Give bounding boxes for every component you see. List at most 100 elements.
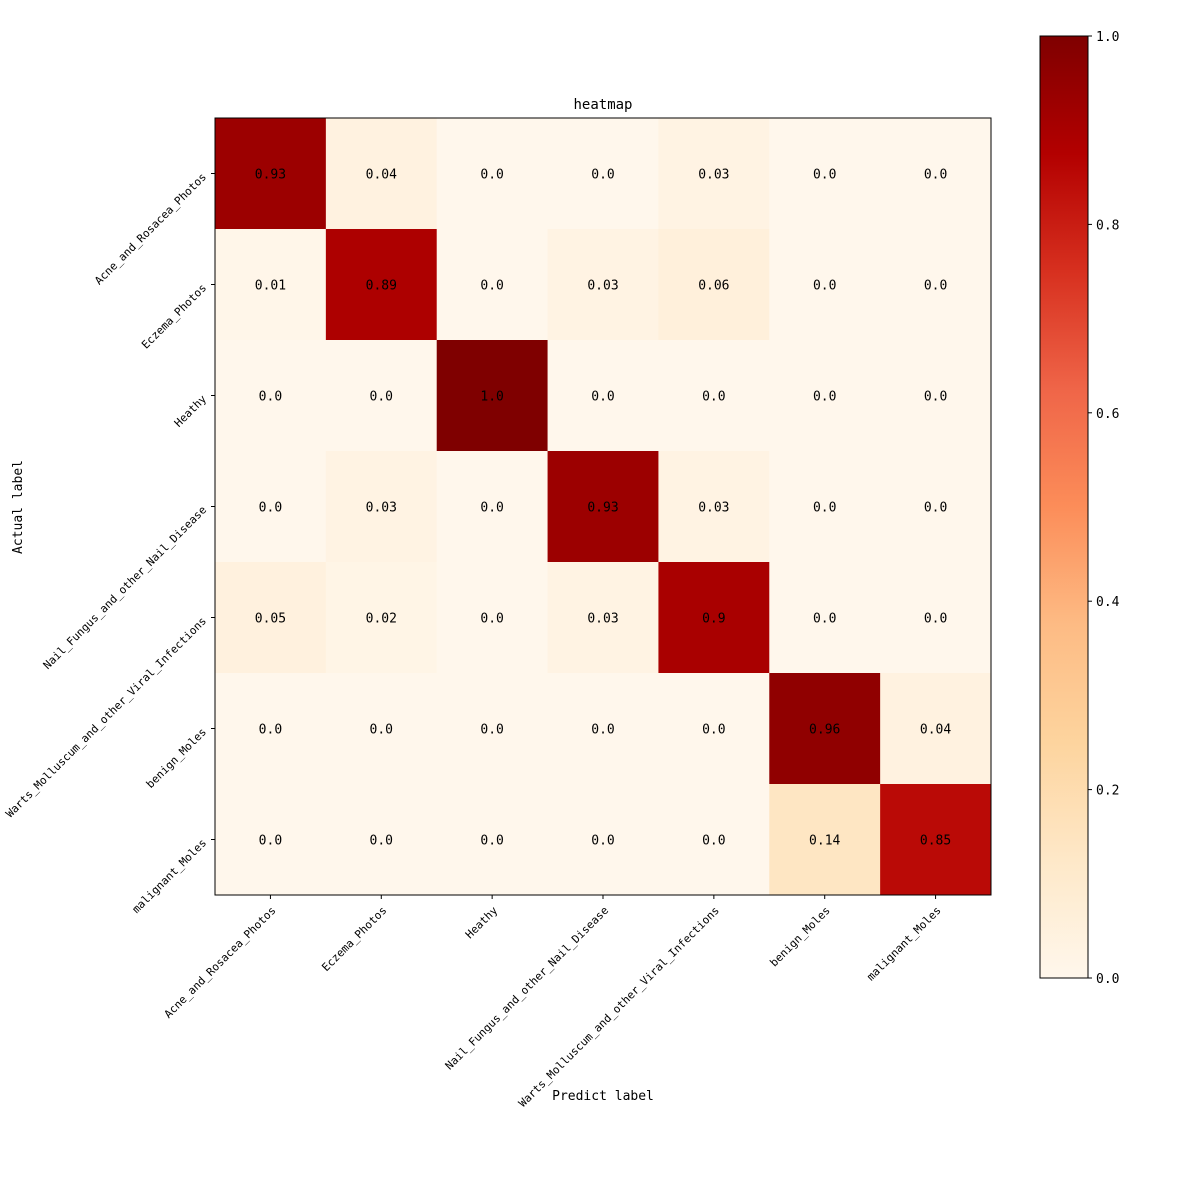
heatmap-cell [880,673,992,785]
cell-value-label: 1.0 [480,390,503,405]
heatmap-cell [769,562,881,674]
cell-value-label: 0.0 [702,723,725,738]
x-axis-ticks: Acne_and_Rosacea_Photos Eczema_Photos Heat… [162,895,944,1110]
heatmap-cell [325,340,438,452]
cell-value-label: 0.05 [255,612,286,627]
heatmap-cell [325,673,438,785]
cell-value-label: 0.0 [813,501,836,516]
cell-value-label: 0.0 [480,834,503,849]
heatmap-cell [658,340,770,452]
heatmap-cell [769,340,881,452]
cell-value-label: 0.0 [702,834,725,849]
heatmap-cell [658,673,770,785]
heatmap-cell [658,118,770,230]
cell-value-label: 0.01 [255,279,286,294]
cell-value-label: 0.03 [698,168,729,183]
cell-value-label: 0.0 [480,501,503,516]
y-tick-label: benign_Moles [144,725,209,790]
x-tick-label: Heathy [463,904,501,942]
cell-value-label: 0.0 [591,834,614,849]
heatmap-cell [547,784,659,896]
y-tick-label: Warts_Molluscum_and_other_Viral_Infectio… [3,614,209,820]
cell-value-label: 0.0 [480,723,503,738]
heatmap-cell [547,118,659,230]
heatmap-cell [215,229,327,341]
cell-value-label: 0.0 [591,168,614,183]
cell-value-label: 0.89 [366,279,397,294]
heatmap-cell [325,229,438,341]
heatmap-cell [215,451,327,563]
y-tick-label: Acne_and_Rosacea_Photos [92,170,209,287]
heatmap-cell [436,562,549,674]
x-tick-label: Acne_and_Rosacea_Photos [162,904,279,1021]
cell-value-label: 0.0 [924,612,947,627]
heatmap-cell [436,784,549,896]
x-tick-label: Warts_Molluscum_and_other_Viral_Infectio… [516,904,722,1110]
heatmap-cell [658,451,770,563]
heatmap-cell [436,673,549,785]
cell-value-label: 0.03 [587,279,618,294]
heatmap-cell [547,451,659,563]
heatmap-cell [658,784,770,896]
heatmap-cell [658,229,770,341]
heatmap-cell [325,784,438,896]
heatmap-cell [547,340,659,452]
colorbar-tick-label: 0.0 [1096,972,1119,987]
cell-value-label: 0.0 [591,723,614,738]
heatmap-cell [436,451,549,563]
colorbar-tick-label: 0.8 [1096,218,1119,233]
x-tick-label: benign_Moles [767,904,832,969]
heatmap-cell [325,562,438,674]
colorbar [1039,35,1089,979]
heatmap-cell [436,340,549,452]
heatmap-cell [325,118,438,230]
heatmap-cell [658,562,770,674]
cell-value-label: 0.85 [920,834,951,849]
heatmap-cell [769,784,881,896]
colorbar-ticks: 0.0 0.2 0.4 0.6 0.8 1.0 [1088,30,1120,987]
cell-value-label: 0.0 [924,501,947,516]
cell-value-label: 0.14 [809,834,840,849]
cell-value-label: 0.0 [591,390,614,405]
heatmap-cell [880,451,992,563]
cell-value-label: 0.03 [587,612,618,627]
heatmap-cell [215,562,327,674]
cell-value-label: 0.93 [255,168,286,183]
cell-value-label: 0.03 [366,501,397,516]
cell-value-label: 0.04 [920,723,951,738]
x-tick-label: malignant_Moles [864,904,943,983]
heatmap-cell [769,229,881,341]
heatmap-cell [880,340,992,452]
heatmap-cell [547,562,659,674]
heatmap-value-labels: 0.93 0.04 0.0 0.0 0.03 0.0 0.0 0.01 0.89 0.0 0.03 0… [255,168,952,849]
heatmap-cell [547,229,659,341]
heatmap-cell [436,229,549,341]
cell-value-label: 0.0 [813,612,836,627]
heatmap-cells [215,118,992,896]
x-axis-label: Predict label [552,1089,654,1104]
cell-value-label: 0.0 [924,168,947,183]
cell-value-label: 0.03 [698,501,729,516]
chart-title: heatmap [573,97,632,113]
heatmap-cell [880,118,992,230]
heatmap-cell [880,784,992,896]
colorbar-tick-label: 0.4 [1096,595,1120,610]
cell-value-label: 0.04 [366,168,397,183]
heatmap-cell [215,673,327,785]
colorbar-tick-label: 1.0 [1096,30,1119,45]
colorbar-tick-label: 0.6 [1096,407,1119,422]
cell-value-label: 0.0 [259,390,282,405]
cell-value-label: 0.0 [924,390,947,405]
y-axis-label: Actual label [11,460,26,554]
y-tick-label: malignant_Moles [130,836,209,915]
cell-value-label: 0.0 [924,279,947,294]
cell-value-label: 0.02 [366,612,397,627]
heatmap-cell [769,673,881,785]
heatmap-cell [215,784,327,896]
cell-value-label: 0.06 [698,279,729,294]
cell-value-label: 0.0 [480,279,503,294]
cell-value-label: 0.9 [702,612,725,627]
